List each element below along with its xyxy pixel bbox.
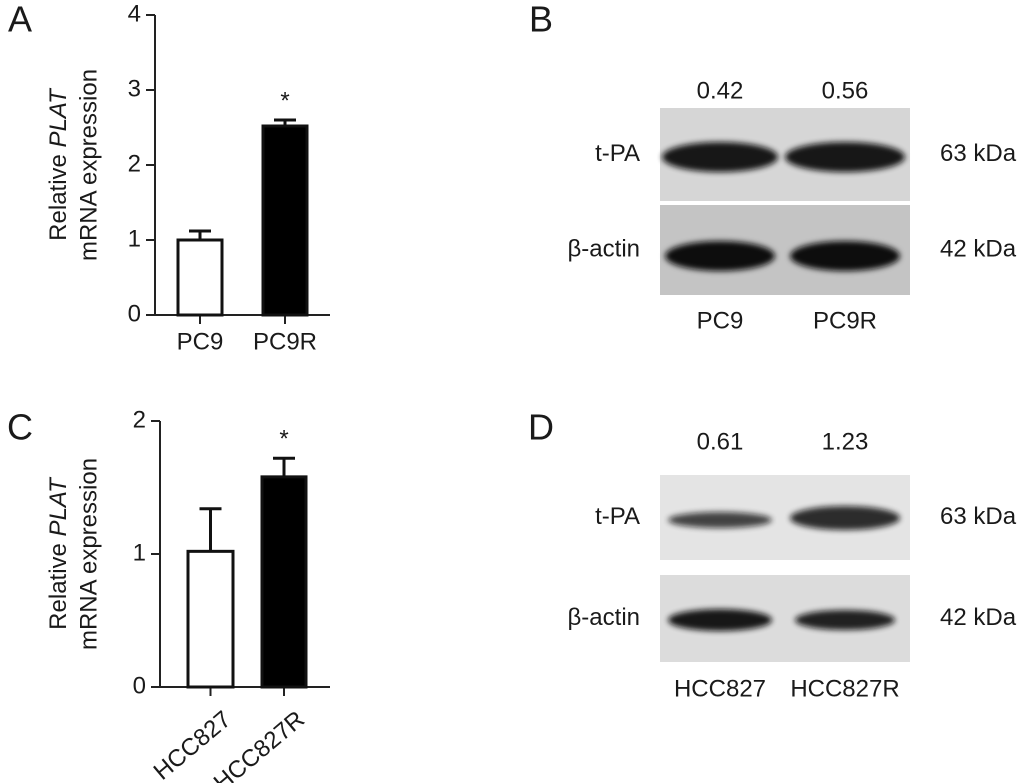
y-tick-label: 4 [128,0,141,27]
y-tick-label: 0 [128,300,141,327]
bar [176,238,224,317]
y-tick-label: 0 [133,672,146,699]
protein-label: t-PA [595,140,640,167]
lane-label: HCC827R [790,675,899,702]
x-tick-label: PC9R [253,328,317,355]
lane-label: PC9R [813,307,877,334]
y-label-line: Relative PLAT [45,87,72,241]
y-tick-label: 2 [133,406,146,433]
blot-band [662,142,778,172]
lane-label: PC9 [697,307,744,334]
panel-label: D [528,407,554,448]
protein-label: β-actin [568,235,641,262]
quantification-label: 0.56 [822,77,869,104]
lane-label: HCC827 [674,675,766,702]
y-label-line: mRNA expression [75,69,102,261]
y-tick-label: 1 [133,539,146,566]
y-tick-label: 2 [128,150,141,177]
significance-mark: * [279,426,288,453]
y-label-gene: PLAT [45,476,72,537]
bar [261,124,309,317]
protein-label: β-actin [568,604,641,631]
bar [186,549,235,689]
bar [260,475,308,689]
y-axis-label: Relative PLAT mRNA expression [45,69,102,261]
blot-band [668,512,772,528]
y-label-gene: PLAT [45,87,72,148]
panel-label: B [529,0,553,40]
blot-band [665,241,775,271]
y-tick-label: 3 [128,75,141,102]
panel-label: A [8,0,32,40]
y-label-text: Relative [45,154,72,241]
protein-label: t-PA [595,503,640,530]
blot-band [668,609,772,631]
x-tick-label: PC9 [177,328,224,355]
blot-band [790,506,900,530]
size-label: 42 kDa [940,604,1017,631]
quantification-label: 1.23 [822,428,869,455]
blot-band [790,241,900,271]
y-tick-label: 1 [128,225,141,252]
blot-band [795,610,895,630]
blot-band [785,142,905,172]
y-label-text: Relative [45,543,72,630]
significance-mark: * [280,87,289,114]
quantification-label: 0.42 [697,77,744,104]
y-label-line: Relative PLAT [45,476,72,630]
y-axis-label: Relative PLAT mRNA expression [45,458,102,650]
size-label: 42 kDa [940,235,1017,262]
y-label-line: mRNA expression [75,458,102,650]
panel-label: C [7,407,33,448]
size-label: 63 kDa [940,503,1017,530]
quantification-label: 0.61 [697,428,744,455]
size-label: 63 kDa [940,140,1017,167]
